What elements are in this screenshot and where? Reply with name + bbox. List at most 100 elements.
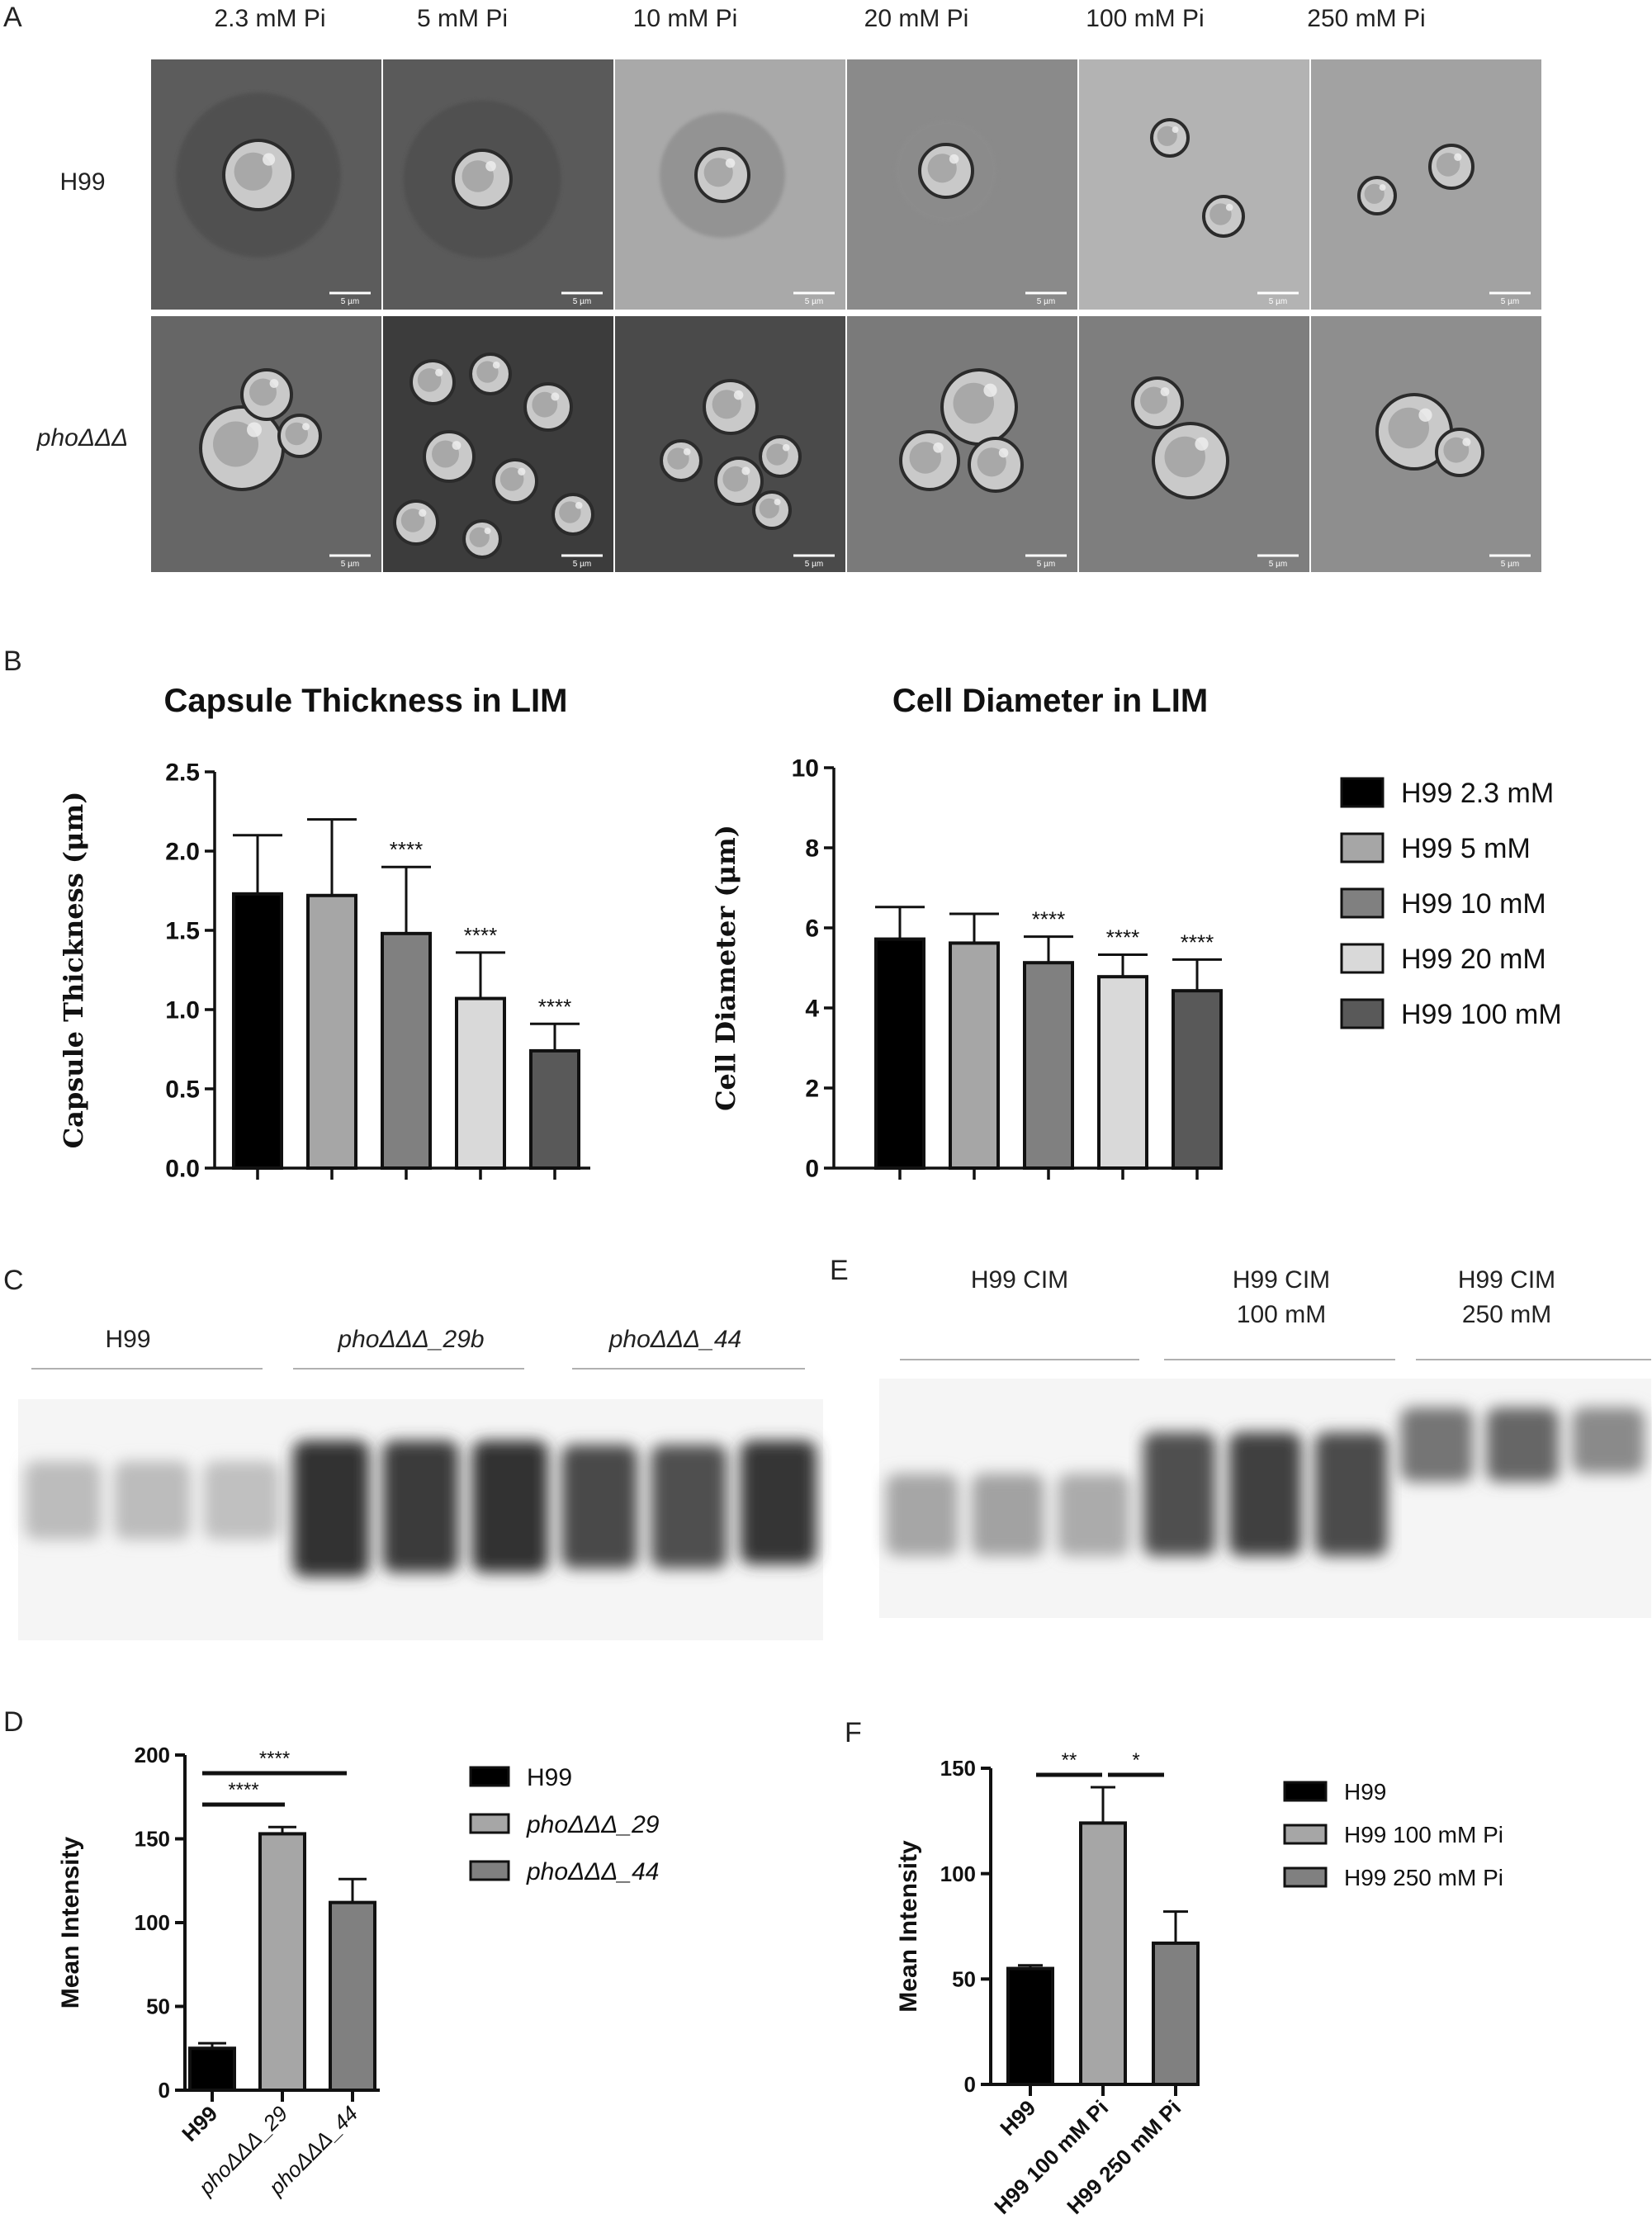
y-tick-label: 50 xyxy=(952,1966,976,1991)
cell xyxy=(277,414,322,458)
legend-swatch xyxy=(1340,943,1385,974)
panel-letter-f: F xyxy=(845,1717,862,1748)
cell xyxy=(714,457,764,506)
cell xyxy=(551,493,594,536)
y-tick-label: 2 xyxy=(805,1076,819,1103)
cell-interior xyxy=(766,443,788,466)
gel-band xyxy=(293,1441,370,1577)
legend-label: H99 20 mM xyxy=(1401,944,1546,975)
cell xyxy=(409,359,456,405)
cell xyxy=(199,405,285,491)
scale-bar-label: 5 µm xyxy=(573,297,591,306)
panel-letter-b: B xyxy=(3,646,22,677)
scale-bar-label: 5 µm xyxy=(1269,560,1287,569)
cell-interior xyxy=(234,152,272,191)
cell-diameter-chart: Cell Diameter in LIM 0 2 4 6 8 10 Cell Diameter… xyxy=(710,683,1223,1183)
gel-band xyxy=(203,1461,280,1540)
y-tick-label: 50 xyxy=(146,1994,170,2019)
bar xyxy=(329,1900,376,2092)
y-tick-label: 2.5 xyxy=(165,759,200,787)
label-italic-part: phoΔΔΔ_29 xyxy=(526,1811,660,1838)
bar xyxy=(529,1048,580,1171)
bar xyxy=(306,893,357,1170)
cell xyxy=(940,368,1018,446)
micrograph-tile: 5 µm xyxy=(151,316,381,572)
cell-highlight xyxy=(933,442,944,453)
cell-highlight xyxy=(1195,437,1209,451)
scale-bar-label: 5 µm xyxy=(1501,297,1519,306)
cell-interior xyxy=(285,422,308,446)
y-axis-label: Mean Intensity xyxy=(57,1836,84,2008)
cell xyxy=(703,379,759,435)
significance-label: **** xyxy=(538,994,571,1019)
cell-interior xyxy=(462,160,494,192)
y-axis-label: Cell Diameter (μm) xyxy=(710,825,741,1111)
cell-highlight xyxy=(998,447,1009,458)
chart-title: Cell Diameter in LIM xyxy=(892,683,1208,719)
y-tick-label: 1.0 xyxy=(165,997,200,1024)
cell-interior xyxy=(417,368,442,392)
cell-highlight xyxy=(575,501,583,509)
legend-label: H99 100 mM Pi xyxy=(1344,1822,1503,1847)
micrograph-tile: 5 µm xyxy=(1311,316,1541,572)
significance-label: **** xyxy=(1032,907,1065,932)
significance-label: **** xyxy=(1181,930,1214,954)
cell-highlight xyxy=(733,390,744,400)
legend-label: H99 100 mM xyxy=(1401,999,1562,1030)
gel-band xyxy=(561,1445,638,1568)
significance-label: **** xyxy=(464,923,497,948)
x-tick-label: H99 xyxy=(995,2095,1040,2141)
micrograph-tile: 5 µm xyxy=(847,59,1077,310)
gel-band xyxy=(1314,1432,1388,1556)
gel-group-label: H99 CIM xyxy=(971,1266,1068,1294)
cell-highlight xyxy=(518,467,526,475)
micrograph-background xyxy=(615,316,845,572)
y-tick-label: 100 xyxy=(135,1910,170,1935)
y-tick-label: 0 xyxy=(964,2072,976,2097)
bar xyxy=(1097,975,1148,1171)
cell-highlight xyxy=(1462,438,1471,447)
cell-interior xyxy=(1364,183,1385,204)
y-tick-label: 2.0 xyxy=(165,839,200,866)
bar xyxy=(1006,1966,1054,2086)
cell-highlight xyxy=(419,509,427,517)
gel-band xyxy=(114,1461,191,1540)
micrograph-tile: 5 µm xyxy=(1079,316,1309,572)
cell-interior xyxy=(249,378,277,406)
cell xyxy=(1435,428,1484,477)
panel-f-legend: H99 H99 100 mM Pi H99 250 mM Pi xyxy=(1283,1779,1503,1890)
significance-label: **** xyxy=(228,1779,258,1801)
scale-bar-label: 5 µm xyxy=(1501,560,1519,569)
gel-band xyxy=(651,1445,727,1568)
column-header: 250 mM Pi xyxy=(1307,5,1425,32)
cell xyxy=(660,112,785,238)
y-tick-label: 1.5 xyxy=(165,918,200,945)
legend-label: H99 250 mM Pi xyxy=(1344,1865,1503,1890)
cell-highlight xyxy=(551,392,560,401)
micrograph-tile: 5 µm xyxy=(615,316,845,572)
cell xyxy=(393,499,439,546)
y-tick-label: 0.0 xyxy=(165,1156,200,1183)
cell-interior xyxy=(499,467,524,491)
cell-interior xyxy=(1388,407,1429,449)
y-tick-label: 8 xyxy=(805,835,819,863)
cell-highlight xyxy=(1172,126,1179,134)
y-tick-label: 6 xyxy=(805,915,819,943)
cell xyxy=(403,100,561,258)
y-tick-label: 0 xyxy=(805,1156,819,1183)
cell-interior xyxy=(469,527,490,547)
cell-interior xyxy=(722,466,749,492)
micrograph-tile: 5 µm xyxy=(615,59,845,310)
bar xyxy=(232,892,283,1170)
y-tick-label: 10 xyxy=(792,755,819,783)
gel-group-label: H99 CIM xyxy=(1458,1266,1555,1294)
label-italic-part: phoΔΔΔ_29b xyxy=(337,1326,484,1353)
cell-interior xyxy=(703,158,733,187)
legend-label: H99 10 mM xyxy=(1401,888,1546,920)
cell xyxy=(1150,118,1190,158)
cell-interior xyxy=(759,498,779,518)
legend-swatch xyxy=(1283,1824,1328,1845)
cell xyxy=(1131,376,1184,429)
significance-label: * xyxy=(1132,1749,1139,1772)
